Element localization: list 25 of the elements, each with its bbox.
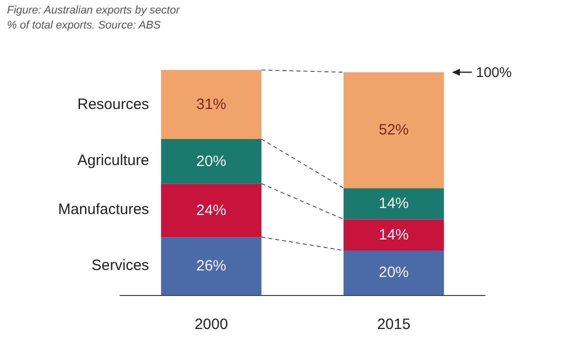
- annotation: 100%: [476, 64, 512, 80]
- bar: [344, 219, 444, 250]
- data-label: 52%: [378, 122, 409, 139]
- series-label: Resources: [77, 96, 150, 114]
- series-label: Manufactures: [58, 201, 150, 220]
- bar: [161, 139, 262, 184]
- data-label: 14%: [378, 226, 409, 244]
- x-tick-label: 2000: [194, 316, 228, 333]
- bar: [161, 184, 262, 238]
- bar: [344, 188, 444, 220]
- data-label: 20%: [378, 264, 409, 282]
- bar: [161, 70, 262, 140]
- data-label: 24%: [196, 202, 226, 219]
- data-label: 26%: [196, 258, 226, 275]
- data-label: 31%: [196, 96, 226, 114]
- bar: [344, 250, 444, 295]
- data-label: 14%: [378, 195, 409, 212]
- series-label: Agriculture: [77, 152, 150, 170]
- bar: [161, 237, 262, 295]
- chart-subtitle: % of total exports. Source: ABS: [7, 20, 162, 32]
- chart-title: Figure: Australian exports by sector: [7, 4, 181, 16]
- series-label: Services: [92, 257, 150, 276]
- data-label: 20%: [196, 152, 226, 170]
- bar: [344, 72, 444, 188]
- x-tick-label: 2015: [377, 316, 410, 333]
